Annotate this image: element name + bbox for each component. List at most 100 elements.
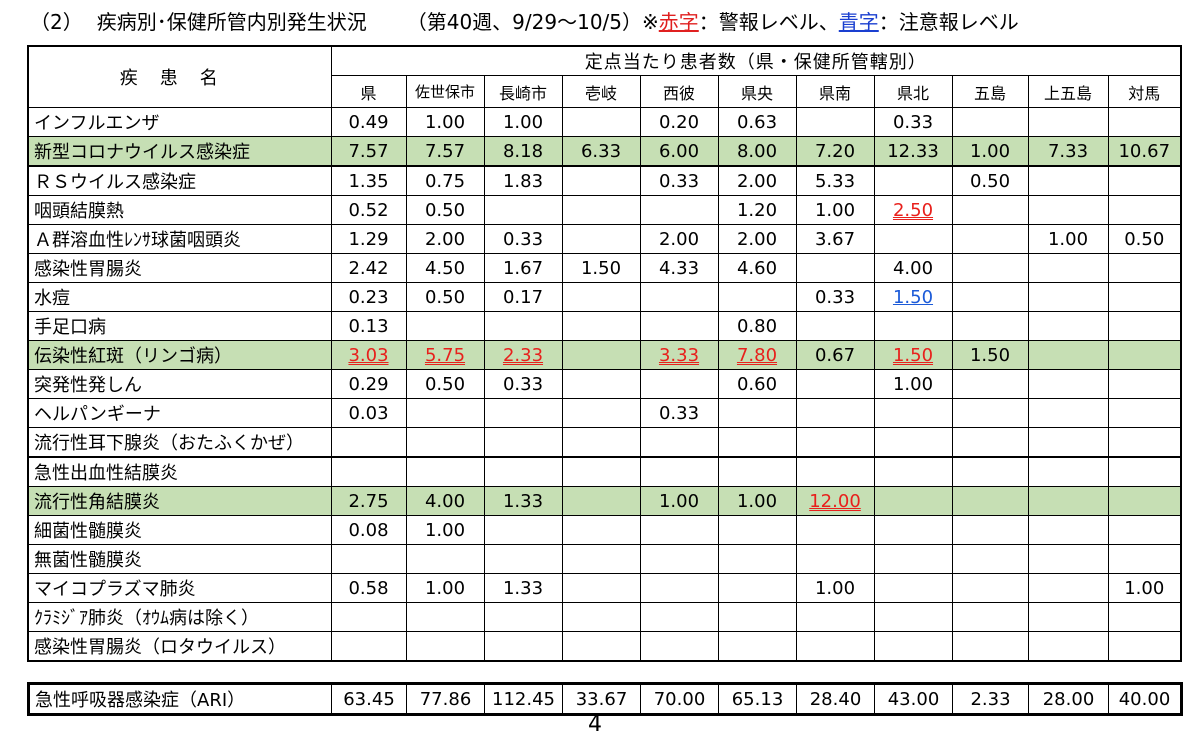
period-text: （第40週、9/29～10/5）※ bbox=[406, 10, 659, 34]
rate-cell: 1.29 bbox=[330, 224, 407, 254]
rate-cell: 1.00 bbox=[795, 195, 875, 225]
rate-cell: 0.33 bbox=[639, 398, 719, 428]
rate-cell: 8.00 bbox=[717, 136, 797, 167]
rate-cell: 0.67 bbox=[795, 340, 875, 370]
rate-cell bbox=[951, 311, 1029, 341]
rate-cell: 0.52 bbox=[330, 195, 407, 225]
rate-cell bbox=[483, 195, 563, 225]
rate-cell: 0.49 bbox=[330, 107, 407, 137]
rate-cell: 2.33 bbox=[483, 340, 563, 370]
rate-cell bbox=[717, 573, 797, 603]
rate-cell: 1.67 bbox=[483, 253, 563, 283]
rate-cell: 7.57 bbox=[330, 136, 407, 167]
rate-cell: 4.60 bbox=[717, 253, 797, 283]
rate-cell: 0.60 bbox=[717, 369, 797, 399]
rate-cell: 7.57 bbox=[405, 136, 485, 167]
rate-cell bbox=[561, 224, 641, 254]
rate-cell bbox=[795, 515, 875, 545]
rate-cell bbox=[1107, 398, 1182, 428]
disease-name: 細菌性髄膜炎 bbox=[27, 515, 332, 545]
column-header: 上五島 bbox=[1027, 75, 1109, 108]
table-row: 無菌性髄膜炎 bbox=[27, 544, 1182, 574]
rate-cell bbox=[795, 456, 875, 487]
table-row: 急性出血性結膜炎 bbox=[27, 456, 1182, 487]
rate-cell: 2.42 bbox=[330, 253, 407, 283]
rate-cell bbox=[1027, 427, 1109, 458]
rate-cell: 2.50 bbox=[873, 195, 953, 225]
rate-cell bbox=[483, 398, 563, 428]
table-row: 流行性角結膜炎 2.75 4.00 1.33 1.00 1.00 12.00 bbox=[27, 486, 1182, 516]
rate-cell bbox=[795, 427, 875, 458]
column-header: 県北 bbox=[873, 75, 953, 108]
rate-cell bbox=[405, 631, 485, 662]
rate-cell bbox=[873, 398, 953, 428]
rate-cell bbox=[405, 544, 485, 574]
rate-cell: 5.75 bbox=[405, 340, 485, 370]
rate-group-header: 定点当たり患者数（県・保健所管轄別） bbox=[330, 45, 1182, 76]
rate-cell bbox=[561, 602, 641, 632]
rate-cell bbox=[405, 398, 485, 428]
rate-cell bbox=[717, 398, 797, 428]
table-row: Ａ群溶血性ﾚﾝｻ球菌咽頭炎 1.29 2.00 0.33 2.00 2.00 3.67 1.0… bbox=[27, 224, 1182, 254]
table-row: マイコプラズマ肺炎 0.58 1.00 1.33 1.00 1.00 bbox=[27, 573, 1182, 603]
disease-table: 疾患名 定点当たり患者数（県・保健所管轄別） 県佐世保市 長崎市 壱岐 西彼 県央 県南県… bbox=[27, 45, 1182, 662]
rate-cell: 0.33 bbox=[873, 107, 953, 137]
rate-cell: 10.67 bbox=[1107, 136, 1182, 167]
ari-value: 33.67 bbox=[562, 683, 641, 715]
rate-cell bbox=[1027, 398, 1109, 428]
rate-cell: 0.17 bbox=[483, 282, 563, 312]
rate-cell bbox=[1107, 427, 1182, 458]
column-header: 県央 bbox=[717, 75, 797, 108]
ari-value: 112.45 bbox=[484, 683, 563, 715]
rate-cell bbox=[717, 544, 797, 574]
rate-cell bbox=[873, 311, 953, 341]
disease-name: 水痘 bbox=[27, 282, 332, 312]
rate-cell bbox=[639, 282, 719, 312]
disease-name: 突発性発しん bbox=[27, 369, 332, 399]
rate-cell bbox=[795, 107, 875, 137]
rate-cell bbox=[639, 311, 719, 341]
ari-value: 28.00 bbox=[1028, 683, 1109, 715]
rate-cell bbox=[561, 195, 641, 225]
rate-cell bbox=[405, 311, 485, 341]
rate-cell bbox=[483, 602, 563, 632]
rate-cell bbox=[1027, 369, 1109, 399]
rate-cell bbox=[639, 631, 719, 662]
rate-cell bbox=[1107, 311, 1182, 341]
rate-cell: 1.00 bbox=[795, 573, 875, 603]
rate-cell bbox=[1027, 340, 1109, 370]
rate-cell: 2.00 bbox=[717, 224, 797, 254]
disease-name: ＲＳウイルス感染症 bbox=[27, 165, 332, 196]
disease-name: 感染性胃腸炎 bbox=[27, 253, 332, 283]
rate-cell bbox=[405, 602, 485, 632]
rate-cell: 7.20 bbox=[795, 136, 875, 167]
rate-cell: 1.33 bbox=[483, 573, 563, 603]
rate-cell bbox=[1107, 631, 1182, 662]
rate-cell bbox=[639, 195, 719, 225]
rate-cell bbox=[1027, 602, 1109, 632]
table-row: 手足口病 0.13 0.80 bbox=[27, 311, 1182, 341]
ari-value: 28.40 bbox=[796, 683, 875, 715]
section-number: （2） bbox=[30, 10, 83, 34]
alarm-value: 5.75 bbox=[424, 344, 466, 366]
ari-value: 40.00 bbox=[1108, 683, 1182, 715]
rate-cell: 4.00 bbox=[873, 253, 953, 283]
rate-cell bbox=[951, 456, 1029, 487]
column-header-row: 県佐世保市 長崎市 壱岐 西彼 県央 県南 県北 五島 上五島 対馬 bbox=[28, 75, 1182, 108]
disease-name: ヘルパンギーナ bbox=[27, 398, 332, 428]
disease-name: 手足口病 bbox=[27, 311, 332, 341]
rate-cell bbox=[639, 515, 719, 545]
rate-cell bbox=[405, 427, 485, 458]
rate-cell bbox=[1107, 282, 1182, 312]
alarm-legend-label: 赤字 bbox=[658, 10, 699, 34]
rate-cell: 0.33 bbox=[639, 165, 719, 196]
rate-cell bbox=[639, 544, 719, 574]
rate-cell: 0.33 bbox=[795, 282, 875, 312]
table-row: インフルエンザ 0.49 1.00 1.00 0.20 0.63 0.33 bbox=[27, 107, 1182, 137]
rate-cell bbox=[330, 456, 407, 487]
rate-cell: 1.00 bbox=[1107, 573, 1182, 603]
rate-cell bbox=[483, 311, 563, 341]
rate-cell bbox=[1027, 486, 1109, 516]
rate-cell bbox=[1107, 253, 1182, 283]
table-row: ＲＳウイルス感染症 1.35 0.75 1.83 0.33 2.00 5.33 0.50 bbox=[27, 165, 1182, 196]
